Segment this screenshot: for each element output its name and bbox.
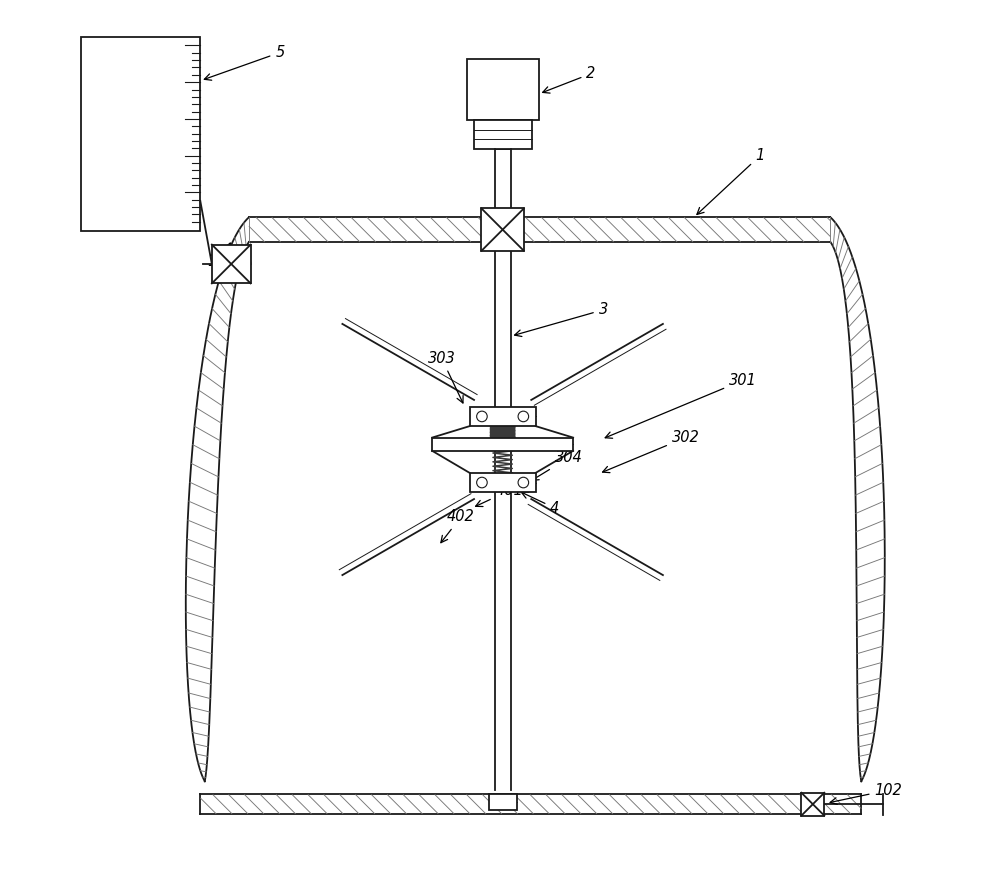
Bar bbox=[801, 793, 824, 816]
Text: 401: 401 bbox=[476, 483, 523, 507]
Bar bbox=[470, 473, 536, 492]
Text: 3: 3 bbox=[515, 302, 608, 337]
Text: 304: 304 bbox=[532, 450, 582, 480]
Bar bbox=[81, 36, 200, 231]
Text: 102: 102 bbox=[830, 782, 902, 804]
Text: 402: 402 bbox=[441, 509, 475, 543]
Text: 2: 2 bbox=[543, 66, 596, 93]
Text: 301: 301 bbox=[605, 373, 757, 438]
Text: 1: 1 bbox=[697, 149, 765, 215]
Bar bbox=[489, 795, 517, 811]
Text: 302: 302 bbox=[603, 431, 700, 473]
Text: 5: 5 bbox=[204, 45, 285, 80]
Bar bbox=[432, 438, 573, 451]
Bar bbox=[481, 209, 524, 251]
Bar bbox=[212, 245, 251, 284]
Text: 4: 4 bbox=[521, 492, 559, 515]
Text: 101: 101 bbox=[207, 243, 235, 269]
Bar bbox=[467, 58, 539, 120]
Bar bbox=[474, 120, 532, 149]
Bar bbox=[470, 407, 536, 426]
Text: 303: 303 bbox=[428, 351, 463, 403]
